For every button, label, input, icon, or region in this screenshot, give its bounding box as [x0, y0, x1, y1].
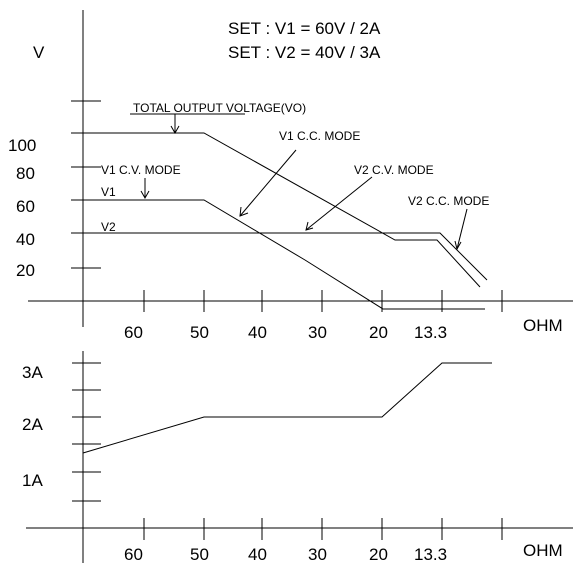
ohm-axis-label-bottom: OHM [523, 541, 563, 560]
voltage-tick-label: 80 [16, 164, 35, 183]
ohm-tick-label: 20 [369, 323, 388, 342]
current-tick-label: 1A [22, 471, 43, 490]
v2-cv-arrow [305, 176, 373, 231]
ohm-tick-label: 40 [248, 545, 267, 564]
v2-cc-mode-label: V2 C.C. MODE [408, 194, 489, 208]
ohm-tick-label: 50 [190, 545, 209, 564]
ohm-tick-label: 40 [248, 323, 267, 342]
v2-curve [83, 232, 488, 281]
ohm-tick-label: 13.3 [414, 545, 447, 564]
v1-label: V1 [101, 185, 116, 199]
ohm-tick-label: 13.3 [414, 323, 447, 342]
setting-v1-text: SET : V1 = 60V / 2A [228, 19, 381, 38]
vo-arrow [170, 114, 180, 135]
voltage-panel: V OHM 100 80 60 40 20 60 50 40 30 20 13.… [8, 10, 573, 342]
v1-cc-mode-label: V1 C.C. MODE [279, 129, 360, 143]
v2-cv-mode-label: V2 C.V. MODE [354, 163, 434, 177]
ohm-tick-label: 20 [369, 545, 388, 564]
ohm-tick-label: 30 [308, 545, 327, 564]
ohm-tick-label: 60 [124, 323, 143, 342]
voltage-tick-label: 100 [8, 136, 36, 155]
voltage-tick-label: 40 [16, 230, 35, 249]
ohm-tick-label: 50 [190, 323, 209, 342]
v2-label: V2 [101, 220, 116, 234]
v1-cv-mode-label: V1 C.V. MODE [101, 163, 181, 177]
voltage-axis-label: V [33, 43, 45, 62]
voltage-tick-label: 20 [16, 261, 35, 280]
vo-label: TOTAL OUTPUT VOLTAGE(VO) [133, 101, 306, 115]
ohm-tick-label: 30 [308, 323, 327, 342]
current-tick-label: 2A [22, 415, 43, 434]
current-tick-label: 3A [22, 363, 43, 382]
v1-cv-arrow [140, 178, 150, 200]
vo-curve [83, 132, 481, 288]
v1-cc-arrow [239, 149, 297, 217]
ohm-axis-label-top: OHM [523, 316, 563, 335]
current-curve [82, 362, 492, 454]
ohm-tick-label: 60 [124, 545, 143, 564]
voltage-tick-label: 60 [16, 197, 35, 216]
current-panel: 3A 2A 1A 60 50 40 30 20 13.3 OHM [22, 351, 573, 564]
setting-v2-text: SET : V2 = 40V / 3A [228, 43, 381, 62]
v1-curve [100, 199, 485, 310]
v2-cc-arrow [454, 208, 468, 251]
